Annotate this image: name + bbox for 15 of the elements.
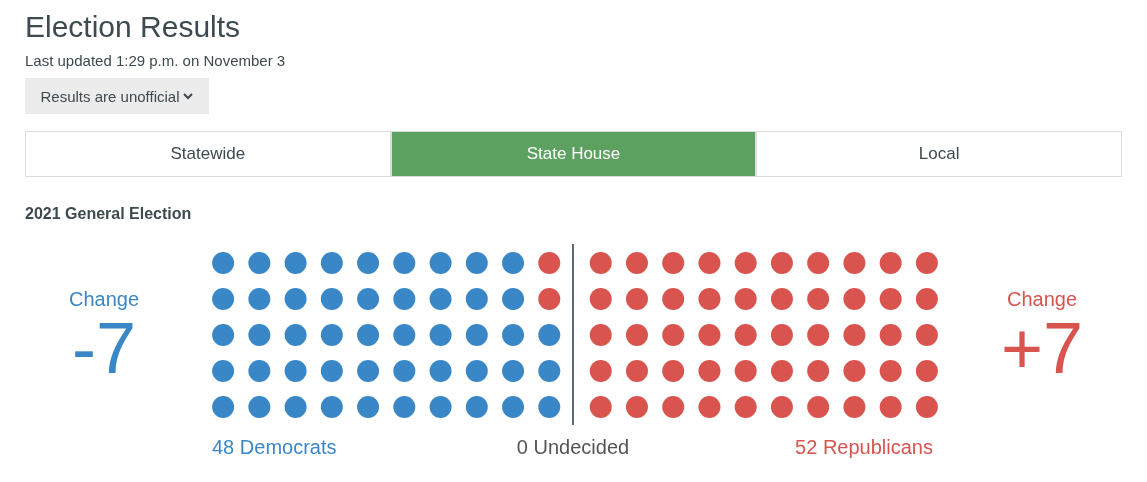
text: Change xyxy=(1005,288,1079,311)
category-label: Undecided xyxy=(533,436,630,458)
data-label: 0 xyxy=(516,436,528,458)
text: 2021 General Election xyxy=(25,205,192,223)
data-label: 52 xyxy=(795,436,818,458)
text: Election Results xyxy=(25,10,241,44)
text: Change xyxy=(67,288,141,311)
text: Last updated 1:29 p.m. on November 3 xyxy=(25,52,286,69)
category-label: Republicans xyxy=(822,436,933,458)
text: State House xyxy=(390,131,757,177)
text: Statewide xyxy=(25,131,391,177)
category-label: Democrats xyxy=(239,436,337,458)
text: Results are unofficial xyxy=(40,87,180,105)
data-label: 48 xyxy=(212,436,235,458)
text: Local xyxy=(756,131,1123,177)
